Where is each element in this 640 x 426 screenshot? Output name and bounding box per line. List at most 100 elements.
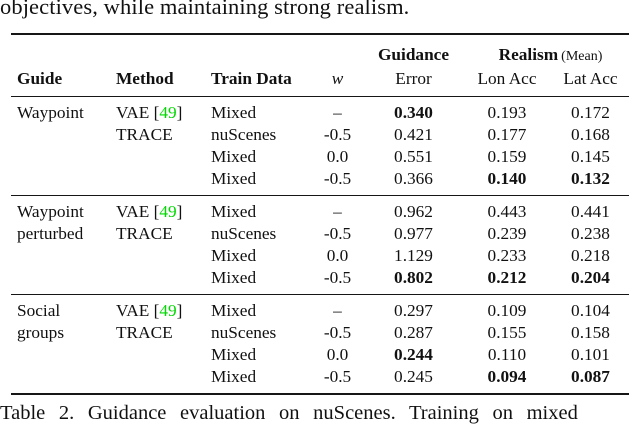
lon-acc-cell: 0.233 [487, 246, 527, 265]
header-w: w [331, 69, 344, 88]
train-data-cell: Mixed [211, 367, 257, 386]
w-cell: – [333, 202, 342, 221]
table-row: TRACE [] nuScenes -0.5 0.421 0.177 0.168 [11, 124, 629, 146]
guidance-error-cell: 0.287 [394, 323, 433, 342]
train-data-cell: Mixed [211, 103, 257, 122]
w-cell: -0.5 [323, 268, 352, 287]
method-label: VAE [116, 103, 154, 122]
table-row: [] Mixed -0.5 0.802 0.212 0.204 [11, 267, 629, 295]
guidance-error-cell: 0.421 [394, 125, 433, 144]
lon-acc-cell: 0.155 [487, 323, 527, 342]
method-label: TRACE [116, 323, 173, 342]
table-row: groups TRACE [] nuScenes -0.5 0.287 0.15… [11, 322, 629, 344]
guide-cell [11, 366, 110, 394]
method-label: TRACE [116, 125, 173, 144]
w-cell: -0.5 [323, 169, 352, 188]
guide-cell: Waypoint [17, 103, 84, 122]
guide-cell [11, 245, 110, 267]
method-cell: [] [110, 344, 205, 366]
lat-acc-cell: 0.145 [571, 147, 610, 166]
w-cell: -0.5 [323, 125, 352, 144]
results-table: Guidance Realism (Mean) Guide Method Trai… [11, 33, 629, 395]
table-row: [] Mixed 0.0 1.129 0.233 0.218 [11, 245, 629, 267]
citation-link[interactable]: 49 [159, 202, 177, 221]
citation-close-bracket: ] [176, 103, 183, 122]
paragraph-text: objectives, while maintaining strong rea… [0, 0, 410, 19]
citation-close-bracket: ] [176, 202, 183, 221]
lat-acc-cell: 0.087 [571, 367, 610, 386]
header-lon-acc: Lon Acc [477, 69, 537, 88]
method-label: TRACE [116, 224, 173, 243]
guide-cell [11, 124, 110, 146]
w-cell: -0.5 [323, 367, 352, 386]
header-spacer [11, 34, 365, 65]
citation: [49] [154, 202, 183, 221]
w-cell: 0.0 [326, 147, 349, 166]
header-guidance-group: Guidance [377, 45, 450, 64]
lon-acc-cell: 0.193 [487, 103, 527, 122]
lat-acc-cell: 0.101 [571, 345, 610, 364]
citation-link[interactable]: 49 [159, 301, 177, 320]
guidance-error-cell: 0.977 [394, 224, 433, 243]
table-row: Waypoint VAE [49] Mixed – 0.340 0.193 0.… [11, 97, 629, 125]
guidance-error-cell: 1.129 [394, 246, 433, 265]
guide-cell [11, 344, 110, 366]
w-cell: – [333, 301, 342, 320]
method-cell: [] [110, 146, 205, 168]
train-data-cell: Mixed [211, 301, 257, 320]
lat-acc-cell: 0.172 [571, 103, 610, 122]
header-realism-group: Realism (Mean) [462, 34, 629, 65]
w-cell: 0.0 [326, 345, 349, 364]
lat-acc-cell: 0.104 [571, 301, 610, 320]
guide-cell [11, 267, 110, 295]
guide-cell: perturbed [17, 224, 84, 243]
guidance-error-cell: 0.802 [394, 268, 433, 287]
w-cell: -0.5 [323, 224, 352, 243]
train-data-cell: Mixed [211, 345, 257, 364]
citation: [49] [154, 301, 183, 320]
method-label: VAE [116, 301, 154, 320]
table-row: Waypoint VAE [49] Mixed – 0.962 0.443 0.… [11, 195, 629, 224]
lon-acc-cell: 0.094 [487, 367, 527, 386]
header-guide: Guide [17, 69, 63, 88]
train-data-cell: nuScenes [211, 125, 277, 144]
citation-open-bracket: [ [153, 103, 160, 122]
train-data-cell: Mixed [211, 268, 257, 287]
lon-acc-cell: 0.109 [487, 301, 527, 320]
realism-mean-label: (Mean) [561, 49, 603, 64]
method-cell: [] [110, 366, 205, 394]
lat-acc-cell: 0.132 [571, 169, 610, 188]
guide-cell: Social [17, 301, 61, 320]
train-data-cell: Mixed [211, 169, 257, 188]
guide-cell: groups [17, 323, 65, 342]
header-error: Error [395, 69, 432, 88]
lon-acc-cell: 0.110 [487, 345, 527, 364]
table-row: [] Mixed 0.0 0.551 0.159 0.145 [11, 146, 629, 168]
method-cell: VAE [49] [110, 97, 205, 125]
realism-label: Realism [498, 45, 559, 64]
method-cell: TRACE [] [110, 124, 205, 146]
guidance-error-cell: 0.297 [394, 301, 433, 320]
table-row: Social VAE [49] Mixed – 0.297 0.109 0.10… [11, 294, 629, 323]
header-row: Guide Method Train Data w Error Lon Acc … [11, 65, 629, 97]
guide-cell: Waypoint [17, 202, 84, 221]
guidance-error-cell: 0.366 [394, 169, 433, 188]
guidance-error-cell: 0.551 [394, 147, 433, 166]
method-cell: VAE [49] [110, 196, 205, 224]
method-cell: [] [110, 267, 205, 295]
guidance-error-cell: 0.244 [394, 345, 433, 364]
citation: [49] [154, 103, 183, 122]
header-train-data: Train Data [211, 69, 292, 88]
w-cell: 0.0 [326, 246, 349, 265]
table-row: [] Mixed 0.0 0.244 0.110 0.101 [11, 344, 629, 366]
table-row: perturbed TRACE [] nuScenes -0.5 0.977 0… [11, 223, 629, 245]
citation-link[interactable]: 49 [159, 103, 177, 122]
w-cell: -0.5 [323, 323, 352, 342]
guidance-error-cell: 0.340 [394, 103, 433, 122]
lon-acc-cell: 0.159 [487, 147, 527, 166]
train-data-cell: nuScenes [211, 323, 277, 342]
guidance-error-cell: 0.245 [394, 367, 433, 386]
lon-acc-cell: 0.212 [487, 268, 527, 287]
lat-acc-cell: 0.158 [571, 323, 610, 342]
table-caption: Table 2. Guidance evaluation on nuScenes… [0, 402, 578, 424]
